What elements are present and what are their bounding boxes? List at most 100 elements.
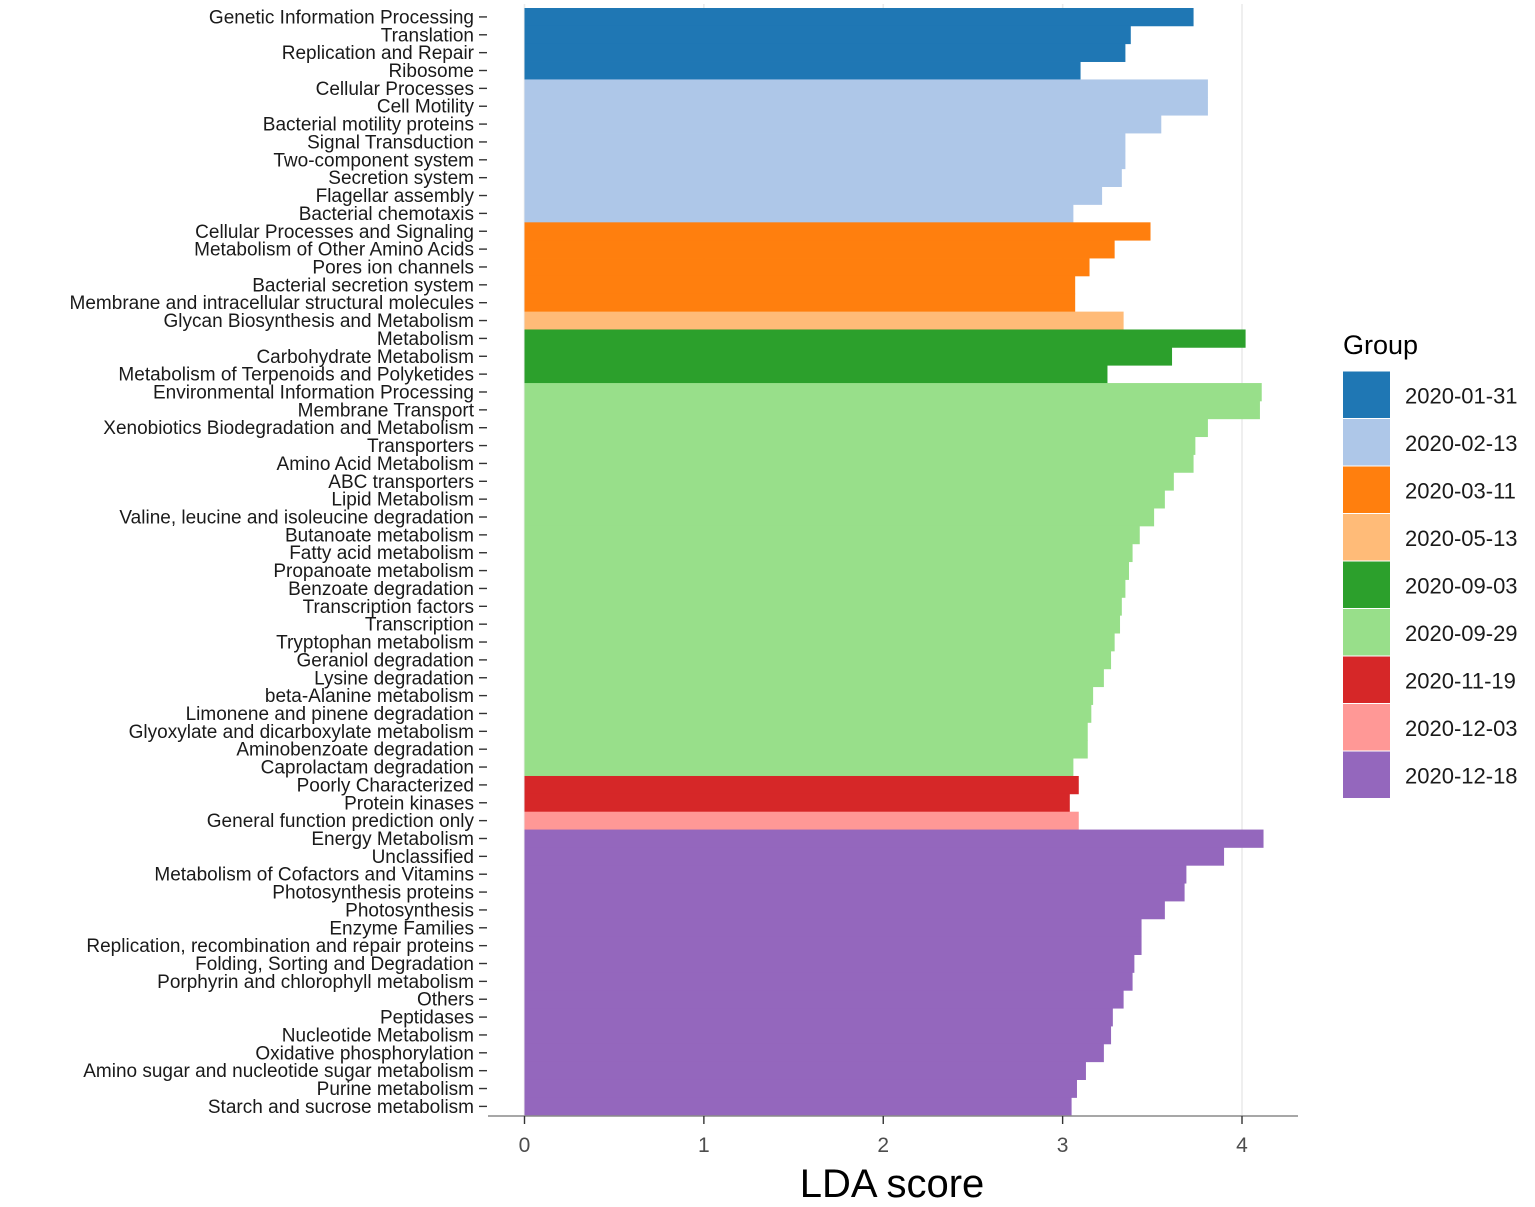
bar	[524, 1079, 1077, 1098]
y-tick-label: Propanoate metabolism	[273, 561, 474, 582]
y-tick-label: Transcription	[365, 615, 474, 636]
bar	[524, 79, 1208, 98]
y-tick-label: Folding, Sorting and Degradation	[195, 954, 474, 975]
y-tick-label: Caprolactam degradation	[261, 758, 474, 779]
bar	[524, 811, 1079, 830]
y-tick-label: Lipid Metabolism	[331, 490, 474, 511]
bar	[524, 633, 1115, 652]
legend-label: 2020-01-31	[1405, 383, 1518, 408]
bar	[524, 383, 1262, 402]
y-tick-label: Xenobiotics Biodegradation and Metabolis…	[103, 418, 474, 439]
y-tick-label: Lysine degradation	[314, 668, 474, 689]
bar	[524, 240, 1115, 259]
legend-key	[1343, 466, 1390, 513]
bar	[524, 918, 1142, 938]
bar	[524, 8, 1194, 27]
y-tick-label: ABC transporters	[328, 472, 474, 493]
x-tick-label: 4	[1236, 1134, 1248, 1157]
bar	[524, 472, 1174, 491]
y-tick-label: Metabolism of Other Amino Acids	[194, 240, 474, 261]
y-tick-label: Metabolism of Cofactors and Vitamins	[154, 865, 474, 886]
bar	[524, 400, 1260, 420]
x-axis: 0 1 2 3 4	[488, 1115, 1298, 1157]
y-tick-label: Cell Motility	[377, 97, 475, 118]
y-tick-label: beta-Alanine metabolism	[265, 686, 474, 707]
legend-label: 2020-09-29	[1405, 621, 1518, 646]
y-tick-labels: Genetic Information ProcessingTranslatio…	[70, 7, 487, 1118]
x-axis-title: LDA score	[800, 1162, 985, 1206]
y-tick-label: Translation	[381, 25, 474, 46]
bar	[524, 1008, 1113, 1027]
bar	[524, 43, 1126, 62]
bar	[524, 258, 1090, 277]
bar	[524, 293, 1076, 313]
y-tick-label: Environmental Information Processing	[153, 382, 474, 403]
bar	[524, 650, 1112, 670]
bar	[524, 740, 1088, 759]
y-tick-label: Membrane and intracellular structural mo…	[70, 293, 474, 314]
y-tick-label: Valine, leucine and isoleucine degradati…	[119, 508, 474, 529]
y-tick-label: Amino Acid Metabolism	[277, 454, 474, 475]
y-tick-label: Metabolism of Terpenoids and Polyketides	[118, 365, 474, 386]
legend-label: 2020-05-13	[1405, 526, 1518, 551]
bar	[524, 490, 1165, 509]
legend-label: 2020-09-03	[1405, 573, 1518, 598]
legend-key	[1343, 514, 1390, 561]
y-tick-label: Benzoate degradation	[288, 579, 474, 600]
bar	[524, 347, 1173, 366]
bar	[524, 883, 1185, 902]
bar	[524, 865, 1187, 884]
bar	[524, 775, 1079, 795]
y-tick-label: Transporters	[367, 436, 474, 457]
bar	[524, 186, 1103, 205]
bar	[524, 365, 1108, 384]
y-tick-label: Flagellar assembly	[316, 186, 475, 207]
bar	[524, 1097, 1072, 1116]
legend-label: 2020-11-19	[1405, 668, 1516, 693]
bar	[524, 418, 1208, 438]
y-tick-label: Bacterial secretion system	[252, 275, 474, 296]
bar	[524, 222, 1151, 241]
y-tick-label: Aminobenzoate degradation	[236, 740, 474, 761]
y-tick-label: Protein kinases	[344, 793, 474, 814]
legend-label: 2020-02-13	[1405, 431, 1518, 456]
y-tick-label: Signal Transduction	[307, 132, 474, 153]
y-tick-label: Photosynthesis	[345, 900, 474, 921]
bar	[524, 525, 1140, 545]
bar	[524, 972, 1133, 991]
bar	[524, 25, 1131, 45]
y-tick-label: Purine metabolism	[317, 1079, 474, 1100]
bar	[524, 901, 1165, 920]
bar	[524, 847, 1225, 866]
bar	[524, 704, 1092, 723]
bar	[524, 168, 1122, 187]
bar	[524, 990, 1124, 1009]
y-tick-label: Transcription factors	[303, 597, 474, 618]
y-tick-label: Carbohydrate Metabolism	[256, 347, 474, 368]
x-tick-label: 1	[698, 1134, 710, 1157]
y-tick-label: Poorly Characterized	[297, 775, 474, 796]
legend-title: Group	[1343, 330, 1418, 360]
legend-key	[1343, 751, 1390, 798]
y-tick-label: Nucleotide Metabolism	[282, 1025, 474, 1046]
y-tick-label: Geraniol degradation	[297, 650, 474, 671]
bar	[524, 543, 1133, 563]
y-tick-label: Amino sugar and nucleotide sugar metabol…	[83, 1061, 474, 1082]
legend-label: 2020-03-11	[1405, 478, 1516, 503]
legend-key	[1343, 371, 1390, 418]
y-tick-label: Enzyme Families	[329, 918, 474, 939]
bar	[524, 204, 1074, 223]
y-tick-label: Ribosome	[388, 61, 474, 82]
bar	[524, 97, 1208, 116]
bar	[524, 1061, 1086, 1080]
bar	[524, 722, 1088, 741]
bar	[524, 454, 1194, 473]
y-tick-label: General function prediction only	[207, 811, 475, 832]
y-tick-label: Unclassified	[372, 847, 474, 868]
bar	[524, 936, 1142, 955]
y-tick-label: Photosynthesis proteins	[272, 883, 474, 904]
y-tick-label: Secretion system	[328, 168, 474, 189]
legend-key	[1343, 609, 1390, 656]
y-tick-label: Others	[417, 990, 474, 1011]
